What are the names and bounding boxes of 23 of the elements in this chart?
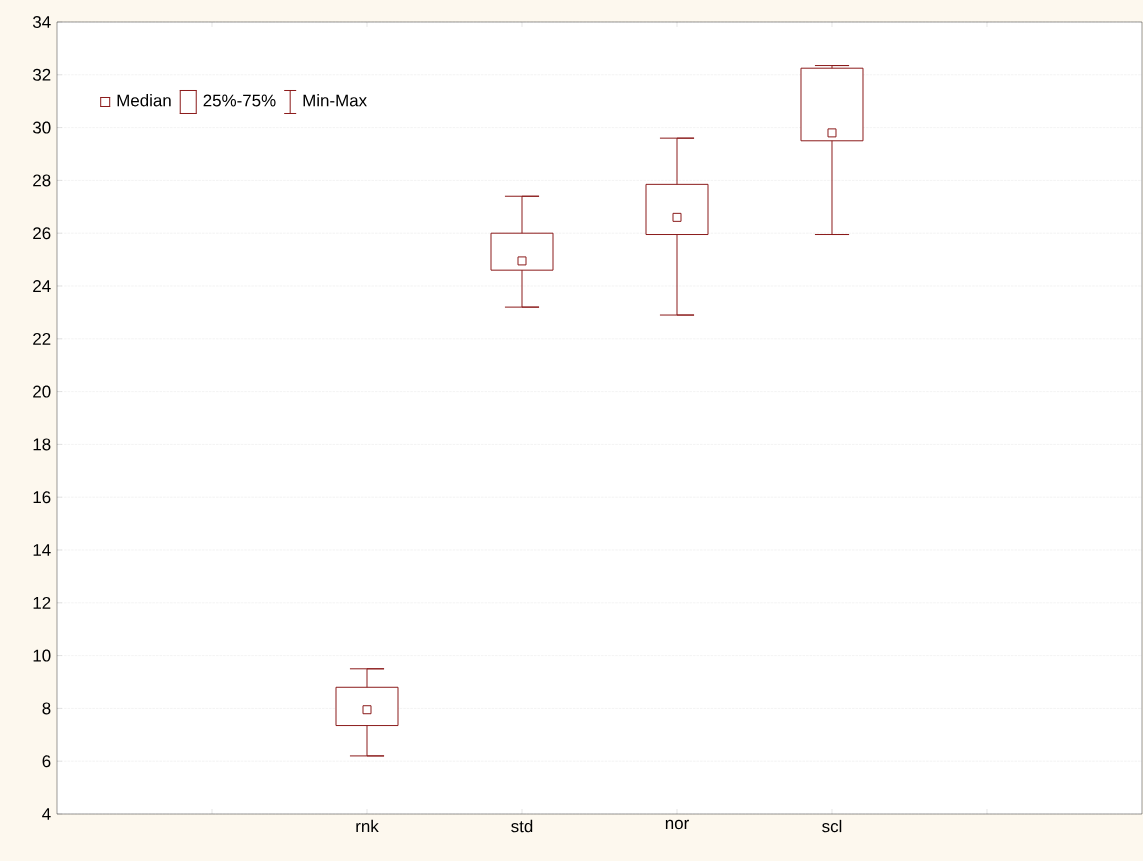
y-tick-label: 32 — [32, 68, 51, 81]
y-tick-label: 20 — [33, 385, 51, 398]
x-tick-label: nor — [665, 819, 689, 830]
y-tick-label: 12 — [33, 596, 51, 609]
annotation: Median — [117, 94, 171, 107]
y-tick-label: 34 — [32, 15, 51, 28]
x-tick-label: rnk — [356, 819, 379, 833]
y-tick-label: 24 — [33, 280, 51, 292]
y-tick-label: 10 — [33, 649, 51, 662]
y-tick-label: 18 — [33, 438, 51, 451]
y-tick-label: 22 — [33, 332, 51, 345]
y-tick-label: 6 — [42, 755, 51, 768]
x-tick-label: scl — [822, 819, 842, 833]
y-tick-label: 30 — [32, 121, 51, 134]
annotation: 25%-75% — [203, 94, 276, 107]
y-tick-label: 26 — [33, 227, 51, 240]
y-tick-label: 16 — [33, 491, 51, 504]
annotation: Min-Max — [303, 94, 367, 107]
x-tick-label: std — [511, 819, 533, 833]
y-tick-label: 4 — [42, 808, 51, 820]
y-tick-label: 28 — [33, 174, 51, 187]
y-tick-label: 8 — [42, 702, 51, 715]
y-tick-label: 14 — [33, 544, 51, 556]
